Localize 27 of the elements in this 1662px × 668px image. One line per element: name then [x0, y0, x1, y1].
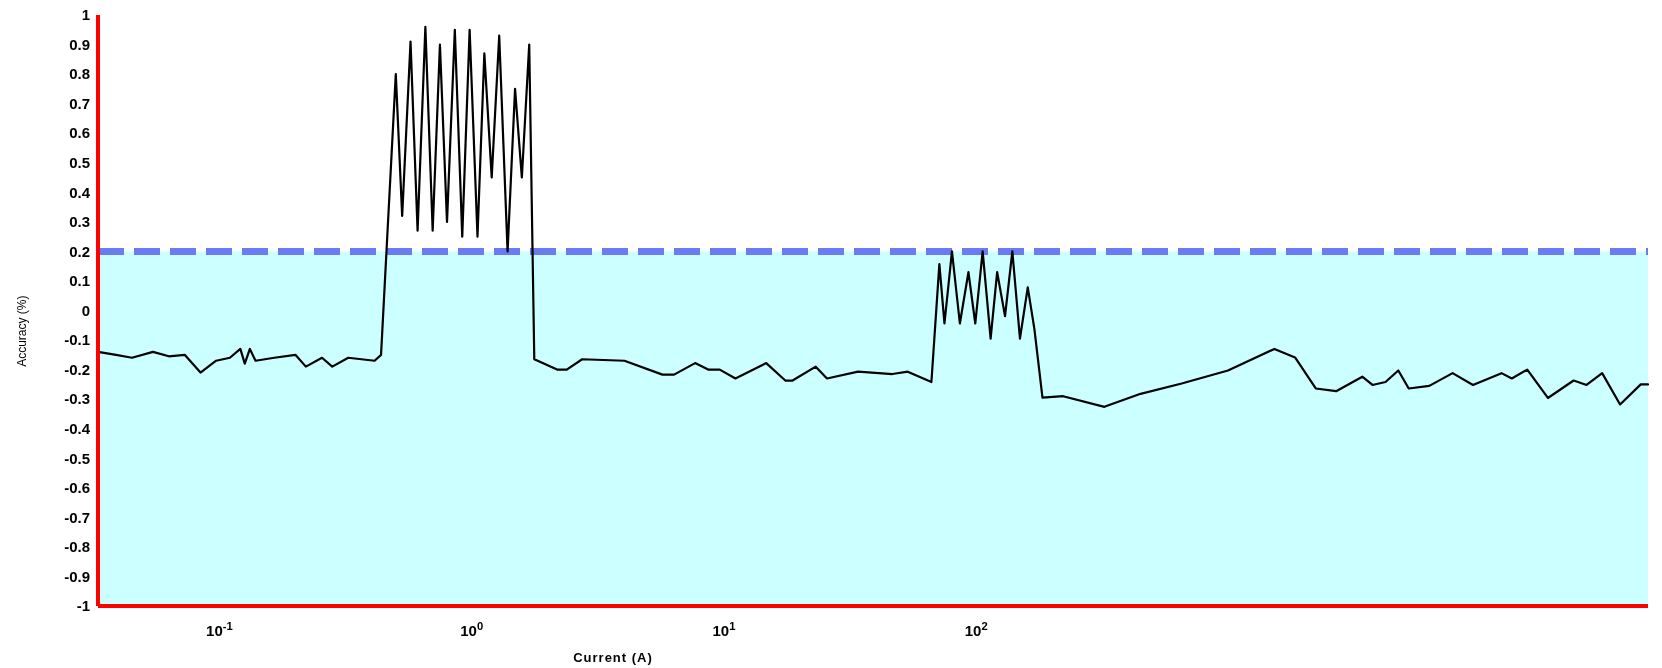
y-tick-label: 0.5 [69, 154, 90, 171]
x-tick-label: 10$^{2}$ [964, 620, 988, 639]
y-tick-label: 0.3 [69, 213, 90, 231]
y-tick-label: -0.1 [64, 331, 90, 349]
y-axis-title: Accuracy (%) [15, 295, 29, 367]
y-tick-label: -0.9 [64, 567, 90, 585]
y-tick-label: 0.4 [69, 183, 91, 201]
y-tick-label: -0.8 [64, 538, 90, 556]
y-tick-label: -0.2 [64, 360, 90, 378]
x-tick-label: 10$^{0}$ [460, 620, 484, 639]
y-tick-label: -0.7 [64, 508, 90, 526]
y-tick-label: -0.5 [64, 449, 90, 467]
y-tick-label: -0.3 [64, 390, 90, 408]
y-tick-label: -0.4 [64, 419, 91, 437]
y-tick-label: 1 [81, 6, 90, 24]
y-tick-label: 0.1 [69, 272, 90, 290]
y-tick-label: 0.7 [69, 94, 90, 112]
y-tick-label: 0 [81, 301, 90, 319]
y-tick-label: -0.6 [64, 479, 90, 497]
x-axis-title: Current (A) [573, 650, 653, 665]
y-tick-label: 0.6 [69, 124, 90, 142]
y-tick-label: 0.2 [69, 242, 90, 260]
x-tick-label: 10$^{1}$ [712, 620, 736, 639]
y-tick-label: 0.8 [69, 65, 90, 83]
y-tick-label: 0.9 [69, 35, 90, 53]
x-tick-label: 10$^{-1}$ [206, 620, 233, 639]
y-tick-label: -1 [76, 597, 90, 615]
